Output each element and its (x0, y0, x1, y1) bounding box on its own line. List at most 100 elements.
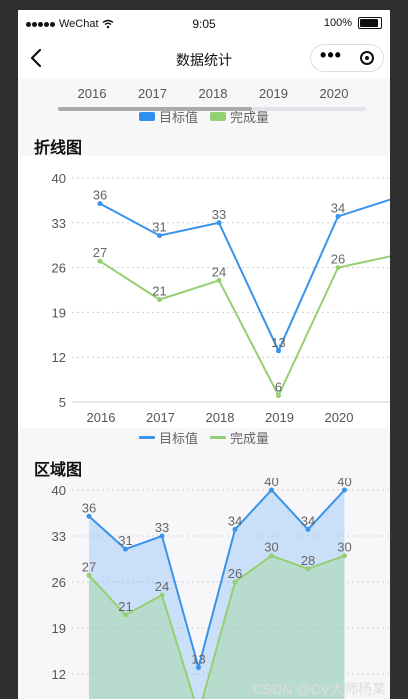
legend-line-done-icon (210, 435, 226, 439)
legend-label-target: 目标值 (158, 109, 198, 125)
legend-item-target[interactable]: 目标值 (138, 429, 198, 446)
legend-label-done: 完成量 (230, 109, 270, 125)
data-point (305, 566, 311, 572)
y-tick-label: 19 (52, 621, 66, 636)
x-tick-label: 2016 (78, 86, 107, 101)
x-tick-label: 2017 (146, 410, 175, 425)
x-tick-label: 2020 (325, 410, 354, 425)
x-tick-label: 2020 (320, 86, 349, 101)
watermark: CSDN @CV大师杨某 (252, 681, 386, 697)
x-tick-label: 2018 (199, 86, 228, 101)
y-tick-label: 19 (52, 305, 66, 320)
clock: 9:05 (192, 17, 216, 31)
series-area-1 (89, 555, 345, 699)
y-tick-label: 26 (52, 575, 66, 590)
legend-swatch-target (138, 111, 155, 121)
x-tick-label: 2019 (259, 86, 288, 101)
navigation-bar: 数据统计 ••• (18, 38, 390, 78)
data-point (342, 553, 347, 559)
data-label: 31 (152, 220, 166, 235)
battery-icon (358, 17, 382, 29)
data-point (216, 277, 222, 283)
data-point (86, 513, 92, 519)
data-point (86, 572, 92, 578)
series-line-0 (88, 488, 346, 672)
data-label: 13 (271, 335, 285, 350)
chart-scrollbar-thumb[interactable] (58, 107, 252, 111)
legend-line-target-icon (138, 435, 155, 439)
data-point (97, 201, 103, 207)
data-point (123, 546, 128, 552)
data-label: 30 (337, 540, 351, 555)
status-bar: WeChat 9:05 100% (18, 10, 390, 38)
data-point (123, 612, 128, 618)
y-tick-label: 33 (52, 216, 66, 231)
line-chart: 5 12 19 26 33 40 2016 2017 2018 2019 2020 36 31 33 13 3… (18, 156, 390, 428)
data-point (196, 664, 201, 670)
series-line-0 (99, 198, 390, 354)
data-point (216, 220, 222, 226)
battery-percent: 100% (323, 17, 352, 29)
line-chart-title: 折线图 (34, 140, 83, 157)
close-target-icon[interactable] (359, 51, 374, 65)
area-chart-title: 区域图 (34, 462, 83, 479)
y-tick-label: 12 (52, 350, 66, 365)
legend-label-done: 完成量 (230, 430, 270, 446)
data-point (335, 213, 341, 219)
x-tick-label: 2019 (265, 410, 294, 425)
y-tick-label: 12 (52, 667, 66, 682)
legend-item-done[interactable]: 完成量 (210, 429, 270, 446)
legend-item-done[interactable]: 完成量 (210, 108, 270, 125)
legend-swatch-done (210, 111, 226, 121)
data-label: 26 (331, 252, 345, 267)
x-tick-label: 2016 (87, 410, 116, 425)
phone-screen: WeChat 9:05 100% 数据统计 ••• 2016 2017 2018 20… (18, 10, 390, 699)
data-label: 26 (228, 566, 242, 581)
data-label: 34 (301, 513, 315, 528)
data-label: 27 (93, 245, 107, 260)
legend-item-target[interactable]: 目标值 (138, 108, 198, 125)
y-tick-label: 40 (52, 171, 66, 186)
data-point (269, 487, 274, 493)
data-label: 21 (152, 284, 166, 299)
data-label: 21 (118, 599, 132, 614)
data-point (159, 592, 165, 598)
area-chart: 12 19 26 33 40 36 31 33 13 34 40 34 40 27 21 24 26 30 28 30 (52, 478, 390, 699)
x-tick-label: 2018 (206, 410, 235, 425)
x-tick-label: 2017 (138, 86, 167, 101)
series-line-1 (88, 554, 345, 699)
y-tick-label: 5 (59, 395, 66, 410)
y-tick-label: 40 (52, 483, 66, 498)
data-label: 36 (93, 188, 107, 203)
data-label: 40 (264, 478, 278, 489)
y-tick-label: 33 (52, 529, 66, 544)
mini-program-capsule: ••• (310, 44, 384, 72)
data-point (276, 393, 281, 399)
previous-chart-tail: 2016 2017 2018 2019 2020 (58, 86, 366, 111)
more-menu-icon[interactable]: ••• (320, 45, 342, 65)
y-tick-label: 26 (52, 261, 66, 276)
data-label: 40 (337, 478, 351, 489)
data-label: 33 (155, 520, 169, 535)
legend-top: 目标值 完成量 (18, 108, 390, 125)
back-arrow-icon[interactable] (26, 47, 48, 69)
data-point (157, 233, 162, 239)
chart-background (18, 156, 390, 428)
data-label: 34 (228, 513, 242, 528)
series-line-1 (99, 255, 390, 398)
data-label: 13 (191, 651, 205, 666)
battery-area: 100% (324, 17, 382, 29)
data-point (335, 265, 341, 271)
data-label: 6 (275, 380, 282, 395)
data-point (232, 526, 238, 532)
data-point (232, 579, 238, 585)
data-label: 24 (212, 264, 226, 279)
carrier-name: WeChat (59, 18, 99, 30)
legend-label-target: 目标值 (158, 430, 198, 446)
data-label: 27 (82, 559, 96, 574)
data-label: 36 (82, 500, 96, 515)
wifi-icon (102, 19, 113, 29)
data-label: 30 (264, 540, 278, 555)
data-point (97, 258, 103, 264)
page-title: 数据统计 (176, 52, 232, 68)
